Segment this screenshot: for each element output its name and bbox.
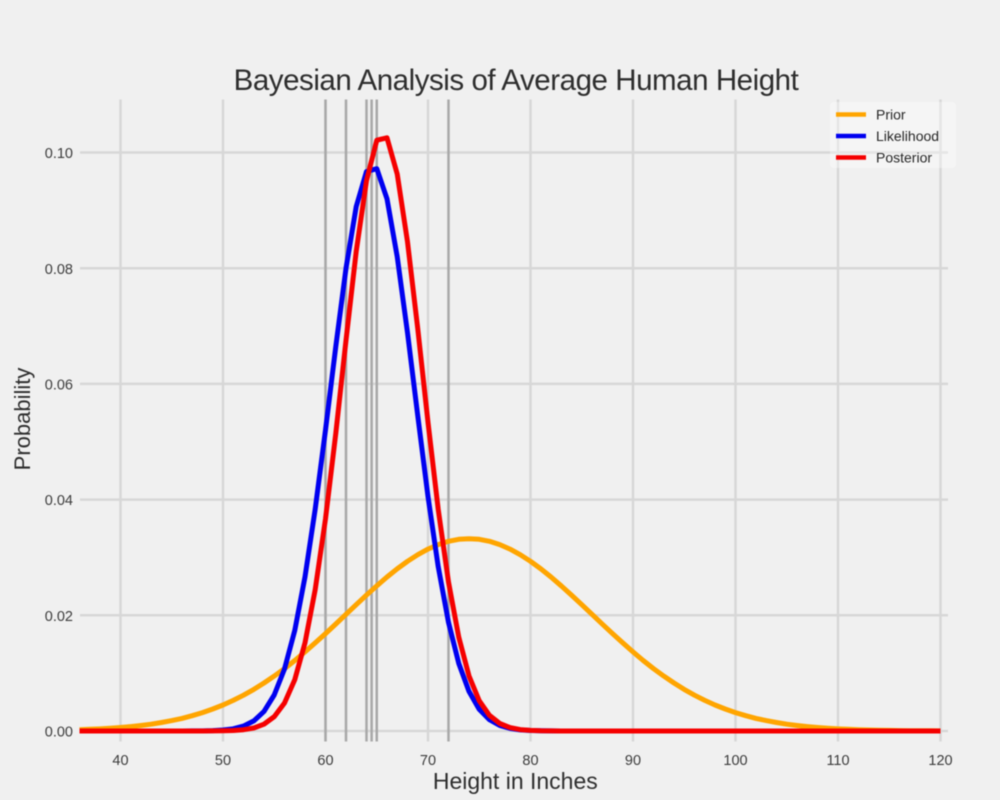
svg-text:120: 120: [928, 753, 952, 769]
svg-text:0.06: 0.06: [45, 378, 73, 394]
svg-text:70: 70: [420, 753, 436, 769]
svg-text:0.04: 0.04: [45, 493, 73, 509]
svg-text:80: 80: [522, 753, 538, 769]
svg-text:0.08: 0.08: [45, 262, 73, 278]
svg-text:110: 110: [826, 753, 849, 769]
svg-text:0.02: 0.02: [45, 609, 73, 625]
svg-text:Height in Inches: Height in Inches: [433, 768, 598, 794]
svg-text:Prior: Prior: [876, 106, 906, 122]
svg-text:0.10: 0.10: [45, 146, 73, 162]
svg-text:40: 40: [112, 753, 128, 769]
svg-text:Probability: Probability: [10, 368, 35, 471]
svg-text:60: 60: [317, 753, 333, 769]
svg-text:50: 50: [215, 753, 231, 769]
svg-text:100: 100: [723, 753, 747, 769]
svg-text:Bayesian Analysis of Average H: Bayesian Analysis of Average Human Heigh…: [234, 64, 799, 97]
svg-text:0.00: 0.00: [45, 725, 73, 741]
svg-text:Likelihood: Likelihood: [876, 128, 939, 144]
svg-text:Posterior: Posterior: [876, 149, 932, 165]
svg-text:90: 90: [625, 753, 641, 769]
